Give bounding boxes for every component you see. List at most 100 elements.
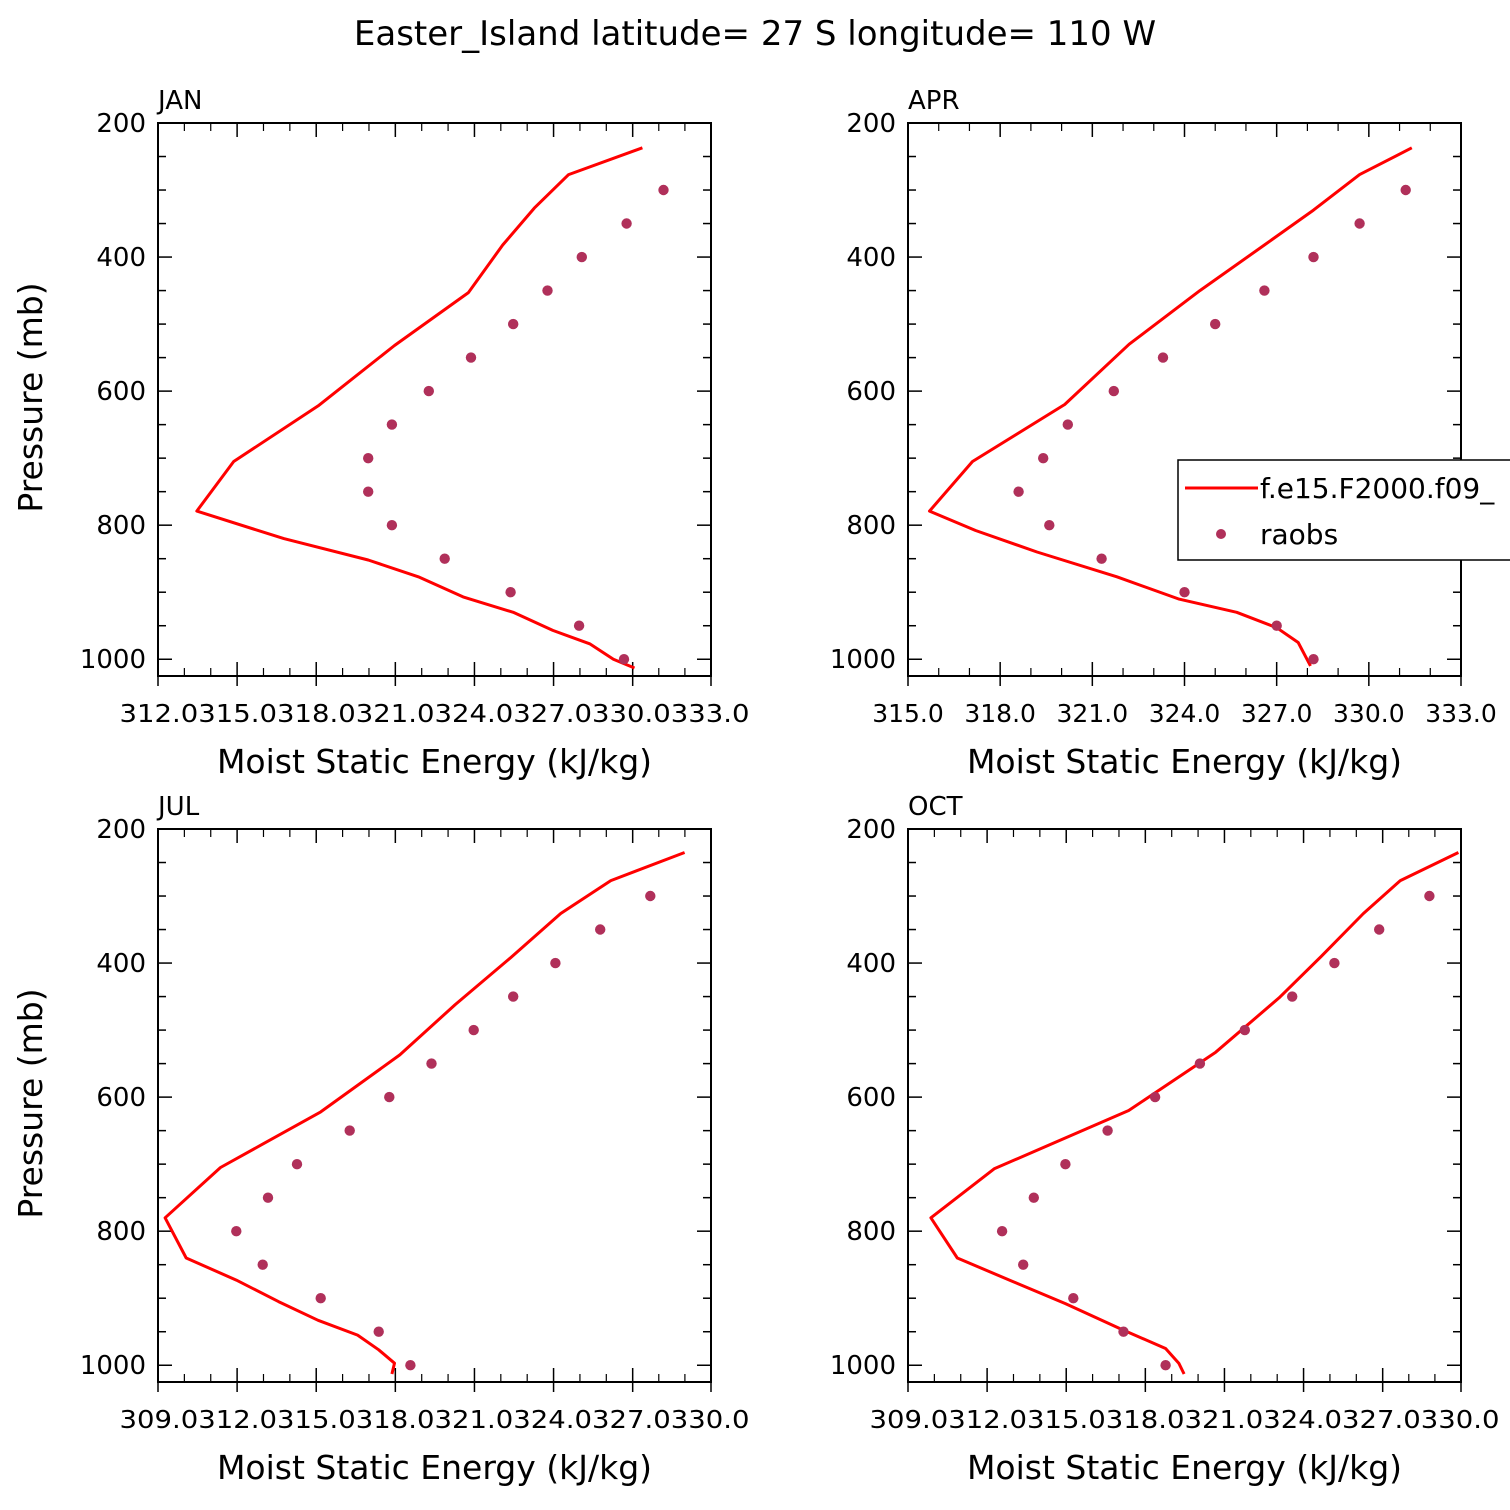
y-tick-label: 600 [846,1083,896,1113]
obs-point [1179,587,1190,598]
obs-point [621,218,632,229]
x-tick-label: 315.0 [872,699,944,728]
obs-point [386,520,398,531]
x-tick-label: 18.03 [1123,1405,1202,1434]
obs-point [1096,553,1107,564]
obs-point [1374,924,1385,935]
x-tick-labels: 309.03 12.03 15.03 18.03 21.03 24.03 27.03 30.0 [870,1405,1500,1434]
x-tick-label: 318.0 [964,699,1036,728]
obs-point [1259,285,1270,296]
plot-frame [157,828,712,1383]
x-tick-label: 30.0 [1438,1405,1499,1434]
model-line [928,146,1413,667]
obs-point [1354,218,1365,229]
obs-point [645,890,656,902]
obs-point [384,1091,395,1103]
x-tick-label: 21.03 [452,1405,531,1434]
obs-point [505,587,516,598]
panel-title: JUL [156,792,200,822]
obs-point [1118,1326,1129,1337]
obs-point [1239,1024,1251,1036]
x-tick-label: 309.03 [120,1405,216,1434]
obs-point [1038,453,1049,464]
obs-point [231,1226,242,1237]
obs-point [550,957,561,969]
obs-point [576,251,587,263]
obs-point [1157,352,1169,363]
obs-point [465,352,477,363]
x-axis-label: Moist Static Energy (kJ/kg) [217,742,652,781]
obs-point [373,1326,384,1337]
y-tick-label: 800 [96,1217,146,1247]
figure-title: Easter_Island latitude= 27 S longitude= … [354,14,1156,54]
y-tick-label: 1000 [80,1351,146,1381]
obs-point [1013,486,1024,497]
plot-frame [907,828,1462,1383]
legend-model-label: f.e15.F2000.f09_ [1260,472,1495,505]
x-tick-label: 312.03 [120,699,216,728]
obs-point [508,991,519,1002]
panel-jan: JAN 200 400 600 800 1000 312.03 15.03 18.03 21.03… [11,86,750,781]
obs-point [291,1159,303,1170]
y-tick-label: 1000 [830,645,896,675]
y-axis-label: Pressure (mb) [11,988,50,1218]
model-line [163,851,686,1375]
x-tick-label: 15.03 [295,1405,374,1434]
panel-oct: OCT 200 400 600 800 1000 309.03 12.03 15.03 18.03… [830,792,1500,1487]
x-tick-label: 324.0 [1149,699,1221,728]
obs-point [1329,957,1340,969]
obs-point [1271,620,1282,631]
obs-point [618,654,630,665]
x-tick-label: 321.0 [1057,699,1129,728]
x-tick-label: 330.0 [1333,699,1405,728]
obs-point [468,1024,479,1036]
x-tick-label: 24.03 [452,699,531,728]
obs-point [1194,1058,1206,1069]
x-tick-label: 327.0 [1241,699,1313,728]
obs-point [1308,251,1319,263]
y-axis-label: Pressure (mb) [11,282,50,512]
obs-point [1149,1091,1161,1103]
legend-dot-swatch [1216,529,1226,539]
legend-box [1177,459,1510,561]
obs-point [1210,318,1221,330]
x-tick-label: 15.03 [1045,1405,1124,1434]
x-tick-label: 30.0 [688,1405,749,1434]
x-axis-label: Moist Static Energy (kJ/kg) [217,1448,652,1487]
x-tick-label: 21.03 [373,699,452,728]
x-tick-label: 21.03 [1202,1405,1281,1434]
obs-point [1018,1259,1029,1270]
obs-point [1044,520,1055,531]
x-tick-label: 12.03 [216,1405,295,1434]
obs-point [363,486,374,497]
x-axis-label: Moist Static Energy (kJ/kg) [967,742,1402,781]
obs-point [996,1226,1008,1237]
obs-point [1068,1293,1079,1304]
obs-point [363,453,374,464]
x-tick-label: 33.0 [688,699,749,728]
obs-point [542,285,553,296]
model-line [195,146,643,670]
x-tick-label: 27.03 [610,1405,689,1434]
x-axis-label: Moist Static Energy (kJ/kg) [967,1448,1402,1487]
y-tick-label: 600 [846,377,896,407]
x-tick-label: 24.03 [531,1405,610,1434]
x-tick-label: 18.03 [295,699,374,728]
y-tick-label: 1000 [830,1351,896,1381]
y-tick-label: 800 [846,511,896,541]
obs-point [344,1125,355,1136]
obs-point [1062,419,1074,430]
obs-point [1028,1192,1040,1203]
obs-point [595,924,606,935]
model-line [929,851,1460,1375]
obs-point [1108,385,1120,397]
y-tick-label: 800 [96,511,146,541]
obs-point [658,184,669,196]
y-tick-label: 200 [96,815,146,845]
obs-point [257,1259,268,1270]
legend-obs-label: raobs [1260,518,1338,551]
x-tick-label: 24.03 [1281,1405,1360,1434]
x-tick-label: 12.03 [966,1405,1045,1434]
obs-point [315,1293,326,1304]
obs-point [1160,1360,1171,1371]
